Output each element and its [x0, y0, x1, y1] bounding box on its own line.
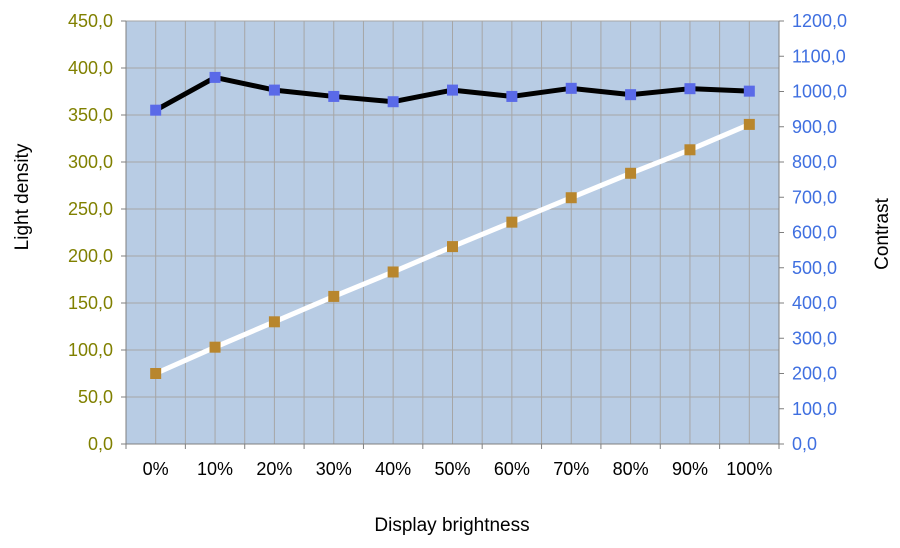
series-1-point	[743, 118, 755, 130]
series-1-point	[506, 216, 518, 228]
x-axis-label: Display brightness	[374, 515, 529, 536]
x-tick-label: 50%	[434, 459, 470, 479]
y-right-tick-label: 300,0	[792, 328, 837, 348]
y-right-tick-label: 1200,0	[792, 11, 847, 31]
series-1-point	[150, 368, 162, 379]
y-right-tick-label: 0,0	[792, 434, 817, 454]
x-tick-label: 70%	[553, 459, 589, 479]
x-ticks: 0% 10% 20% 30% 40% 50% 60% 70% 80% 90% 100%	[143, 459, 773, 479]
y-left-tick-label: 350,0	[68, 105, 113, 125]
y-left-tick-label: 200,0	[68, 246, 113, 266]
series-1-point	[565, 192, 577, 204]
series-2-point	[684, 83, 696, 95]
x-tick-label: 90%	[672, 459, 708, 479]
series-2-point	[387, 96, 399, 108]
y-left-tick-label: 150,0	[68, 293, 113, 313]
series-2-point	[625, 89, 637, 101]
y-right-tick-label: 200,0	[792, 364, 837, 384]
y-right-tick-label: 400,0	[792, 293, 837, 313]
series-2-point	[447, 84, 458, 96]
series-markers	[150, 71, 755, 379]
y-left-tick-label: 450,0	[68, 11, 113, 31]
series-1-point	[209, 341, 221, 353]
x-tick-label: 10%	[197, 459, 233, 479]
x-tick-label: 60%	[494, 459, 530, 479]
y-right-tick-label: 100,0	[792, 399, 837, 419]
series-1-point	[328, 290, 340, 302]
y-right-axis-label: Contrast	[872, 197, 893, 270]
x-tick-label: 100%	[726, 459, 772, 479]
series-2-point	[565, 82, 577, 94]
y-right-ticks: 0,0 100,0 200,0 300,0 400,0 500,0 600,0 700,0 80…	[779, 11, 847, 454]
series-1-point	[447, 241, 458, 253]
x-tick-label: 0%	[143, 459, 169, 479]
series-2-point	[743, 85, 755, 97]
y-left-tick-label: 400,0	[68, 58, 113, 78]
series-1-point	[268, 316, 280, 328]
y-left-axis-label: Light density	[12, 143, 33, 250]
series-2-point	[328, 90, 340, 102]
series-2-point	[150, 104, 162, 116]
y-left-tick-label: 50,0	[78, 387, 113, 407]
series-2-point	[268, 84, 280, 96]
y-left-ticks: 0,0 50,0 100,0 150,0 200,0 250,0 300,0 350,0 400…	[68, 11, 126, 454]
series-1-point	[684, 144, 696, 156]
series-1-point	[387, 266, 399, 278]
y-left-tick-label: 250,0	[68, 199, 113, 219]
series-2-point	[506, 90, 518, 102]
x-tick-label: 20%	[256, 459, 292, 479]
x-tick-label: 40%	[375, 459, 411, 479]
series-2-point	[209, 71, 221, 83]
x-tick-label: 80%	[613, 459, 649, 479]
y-right-tick-label: 500,0	[792, 258, 837, 278]
x-tick-label: 30%	[316, 459, 352, 479]
y-right-tick-label: 1100,0	[792, 46, 846, 66]
y-left-tick-label: 100,0	[68, 340, 113, 360]
y-right-tick-label: 600,0	[792, 223, 837, 243]
y-right-tick-label: 800,0	[792, 152, 837, 172]
series-1-point	[625, 167, 637, 179]
y-right-tick-label: 1000,0	[792, 82, 847, 102]
y-right-tick-label: 900,0	[792, 117, 837, 137]
y-left-tick-label: 300,0	[68, 152, 113, 172]
y-left-tick-label: 0,0	[88, 434, 113, 454]
y-right-tick-label: 700,0	[792, 187, 837, 207]
